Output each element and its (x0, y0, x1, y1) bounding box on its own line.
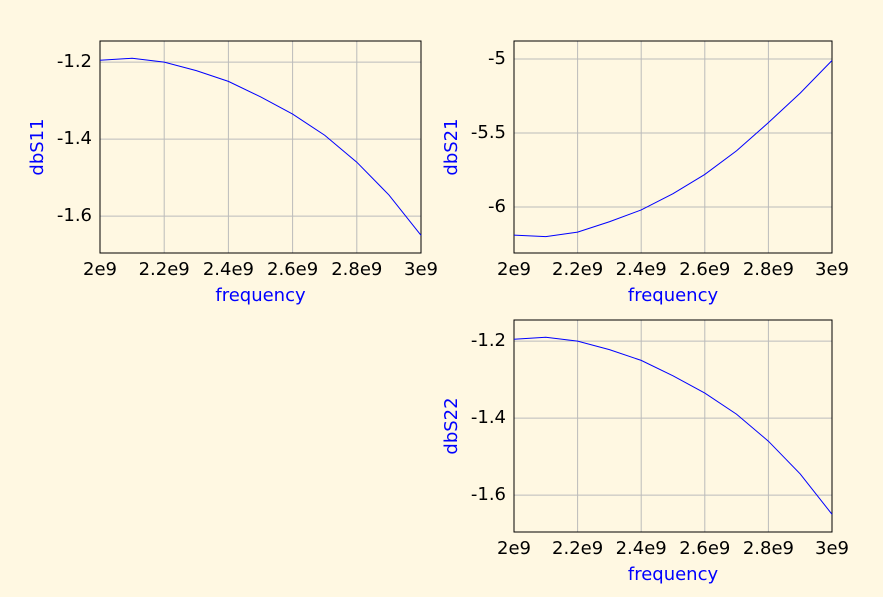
x-tick-label: 2.4e9 (616, 538, 667, 559)
y-axis-label: dbS11 (27, 118, 48, 175)
plot-frame (513, 319, 833, 533)
x-tick-label: 3e9 (404, 259, 438, 280)
x-tick-label: 2.4e9 (203, 259, 254, 280)
y-axis-label: dbS22 (441, 397, 462, 454)
plot-frame (513, 40, 833, 254)
x-tick-label: 2.2e9 (139, 259, 190, 280)
x-tick-label: 3e9 (815, 259, 849, 280)
y-tick-label: -5 (488, 48, 506, 69)
y-tick-label: -1.6 (57, 205, 92, 226)
y-tick-label: -6 (488, 196, 506, 217)
data-line (513, 60, 833, 238)
y-tick-label: -1.2 (57, 51, 92, 72)
x-tick-label: 2.6e9 (679, 538, 730, 559)
x-tick-label: 2.8e9 (743, 259, 794, 280)
x-tick-label: 2.2e9 (552, 538, 603, 559)
x-axis-label: frequency (215, 285, 306, 306)
y-tick-label: -1.2 (471, 330, 506, 351)
data-line (513, 336, 833, 515)
x-tick-label: 2e9 (497, 538, 531, 559)
x-tick-label: 3e9 (815, 538, 849, 559)
plot-frame (99, 40, 422, 254)
y-tick-label: -5.5 (471, 122, 506, 143)
y-tick-label: -1.4 (471, 407, 506, 428)
x-tick-label: 2.6e9 (679, 259, 730, 280)
x-tick-label: 2e9 (497, 259, 531, 280)
x-axis-label: frequency (628, 285, 719, 306)
x-tick-label: 2.6e9 (267, 259, 318, 280)
x-tick-label: 2.2e9 (552, 259, 603, 280)
x-axis-label: frequency (628, 564, 719, 585)
x-tick-label: 2.4e9 (616, 259, 667, 280)
x-tick-label: 2e9 (83, 259, 117, 280)
y-tick-label: -1.4 (57, 128, 92, 149)
data-line (99, 57, 422, 236)
x-tick-label: 2.8e9 (743, 538, 794, 559)
x-tick-label: 2.8e9 (331, 259, 382, 280)
y-axis-label: dbS21 (441, 118, 462, 175)
y-tick-label: -1.6 (471, 484, 506, 505)
